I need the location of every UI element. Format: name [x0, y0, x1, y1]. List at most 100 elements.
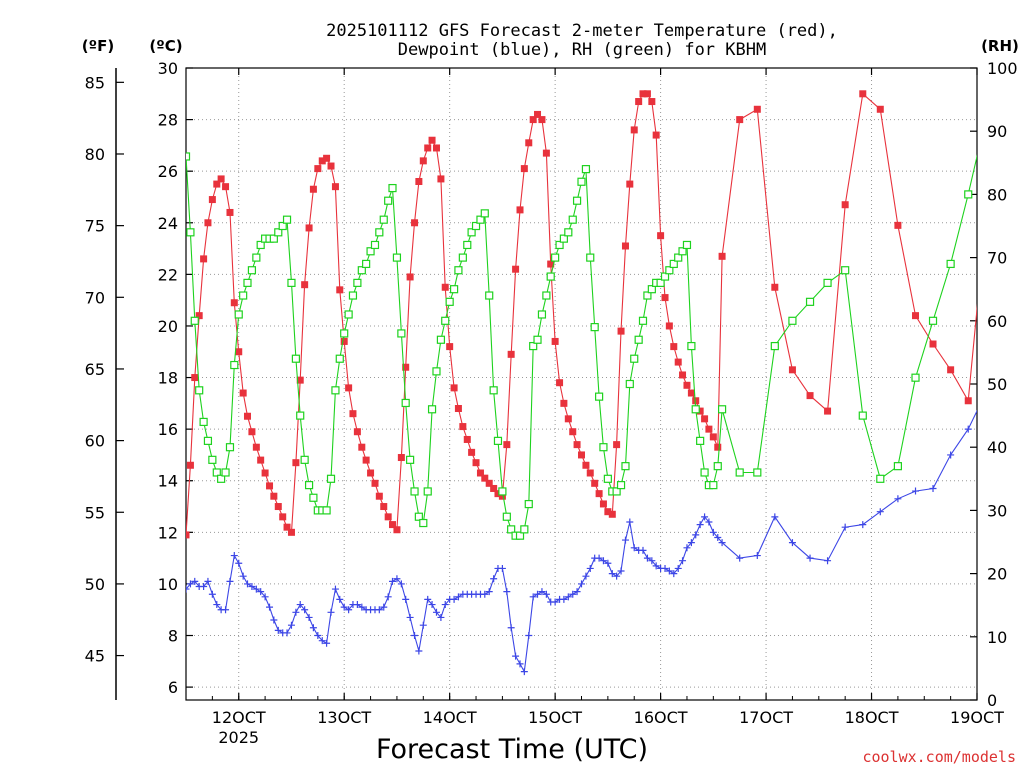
dewpoint-point — [252, 585, 260, 593]
dewpoint-point — [186, 585, 190, 593]
humidity-point — [590, 323, 599, 332]
humidity-point — [287, 278, 296, 287]
temperature-point — [318, 157, 326, 165]
humidity-point — [291, 354, 300, 363]
humidity-point — [392, 253, 402, 262]
plot-frame — [185, 67, 978, 701]
dewpoint-point — [402, 595, 410, 603]
temperature-point — [437, 175, 445, 183]
humidity-point — [546, 272, 555, 281]
temperature-point — [367, 469, 375, 477]
humidity-point — [366, 247, 375, 256]
dewpoint-point — [661, 564, 669, 572]
dewpoint-point — [186, 580, 194, 588]
temperature-point — [279, 513, 287, 521]
temperature-point — [841, 201, 849, 209]
humidity-point — [713, 462, 722, 471]
dewpoint-point — [529, 593, 537, 601]
humidity-point — [669, 259, 678, 269]
dewpoint-point — [305, 613, 313, 621]
temperature-point — [709, 433, 717, 441]
temperature-point — [309, 185, 317, 193]
dewpoint-point — [406, 613, 414, 621]
gridlines — [186, 68, 977, 700]
dewpoint-point — [595, 554, 603, 562]
temperature-point — [226, 208, 234, 216]
dewpoint-point — [771, 513, 779, 521]
dewpoint-point — [226, 577, 234, 585]
temperature-point — [626, 180, 634, 188]
x-tick-sublabel: 2025 — [218, 728, 259, 747]
humidity-point — [586, 253, 595, 262]
humidity-point — [700, 468, 709, 477]
dewpoint-point — [419, 621, 427, 629]
temperature-point — [1000, 178, 1007, 185]
temperature-point — [859, 90, 867, 98]
dewpoint-point — [424, 595, 432, 603]
temperature-point — [608, 510, 616, 518]
humidity-line — [186, 154, 977, 537]
temperature-point — [538, 116, 546, 124]
humidity-point — [467, 228, 476, 237]
temperature-point — [661, 294, 669, 302]
humidity-point — [212, 468, 221, 477]
dewpoint-point — [617, 567, 625, 575]
dewpoint-point — [375, 606, 383, 614]
temperature-point — [186, 461, 194, 469]
temperature-point — [305, 224, 313, 232]
humidity-point — [375, 228, 384, 237]
dewpoint-point — [512, 652, 520, 660]
temperature-point — [520, 165, 528, 173]
temperature-point — [397, 454, 405, 462]
temperature-point — [287, 528, 295, 536]
temperature-point — [362, 456, 370, 464]
dewpoint-point — [626, 518, 634, 526]
temperature-point — [200, 255, 208, 263]
dewpoint-point — [542, 590, 550, 598]
temperature-point — [459, 423, 467, 431]
temperature-point — [591, 479, 599, 487]
temperature-point — [679, 371, 687, 379]
temperature-point — [547, 260, 555, 268]
dewpoint-point — [327, 608, 335, 616]
temperature-point — [894, 221, 902, 229]
dewpoint-point — [674, 564, 682, 572]
temperature-point — [516, 206, 524, 214]
dewpoint-point — [498, 564, 506, 572]
unit-label-fahrenheit: (ºF) — [82, 37, 114, 55]
temperature-series — [186, 90, 1007, 539]
dewpoint-point — [270, 616, 278, 624]
humidity-point — [665, 266, 674, 275]
dewpoint-point — [437, 613, 445, 621]
temperature-point — [441, 283, 449, 291]
humidity-point — [348, 291, 358, 300]
unit-label-celsius: (ºC) — [149, 37, 182, 55]
dewpoint-point — [613, 572, 621, 580]
dewpoint-point — [665, 567, 673, 575]
temperature-point — [406, 273, 414, 281]
dewpoint-point — [454, 593, 462, 601]
temperature-point — [261, 469, 269, 477]
humidity-point — [423, 487, 432, 496]
temperature-point — [736, 116, 744, 124]
humidity-point — [489, 386, 498, 395]
temperature-point — [714, 443, 722, 451]
fahrenheit-tick-label: 80 — [85, 145, 105, 164]
humidity-point — [340, 329, 349, 338]
humidity-point — [300, 455, 309, 464]
temperature-point — [556, 379, 564, 387]
temperature-point — [243, 412, 251, 420]
humidity-point — [326, 474, 336, 483]
humidity-point — [577, 177, 586, 186]
temperature-point — [635, 98, 643, 106]
dewpoint-point — [428, 601, 436, 609]
humidity-point — [542, 291, 551, 300]
dewpoint-point — [485, 588, 493, 596]
humidity-point — [520, 525, 529, 534]
chart-title-line1: 2025101112 GFS Forecast 2-meter Temperat… — [326, 21, 838, 41]
humidity-point — [660, 272, 670, 281]
dewpoint-point — [714, 533, 722, 541]
temperature-point — [327, 162, 335, 170]
humidity-point — [296, 411, 305, 420]
dewpoint-point — [191, 577, 199, 585]
